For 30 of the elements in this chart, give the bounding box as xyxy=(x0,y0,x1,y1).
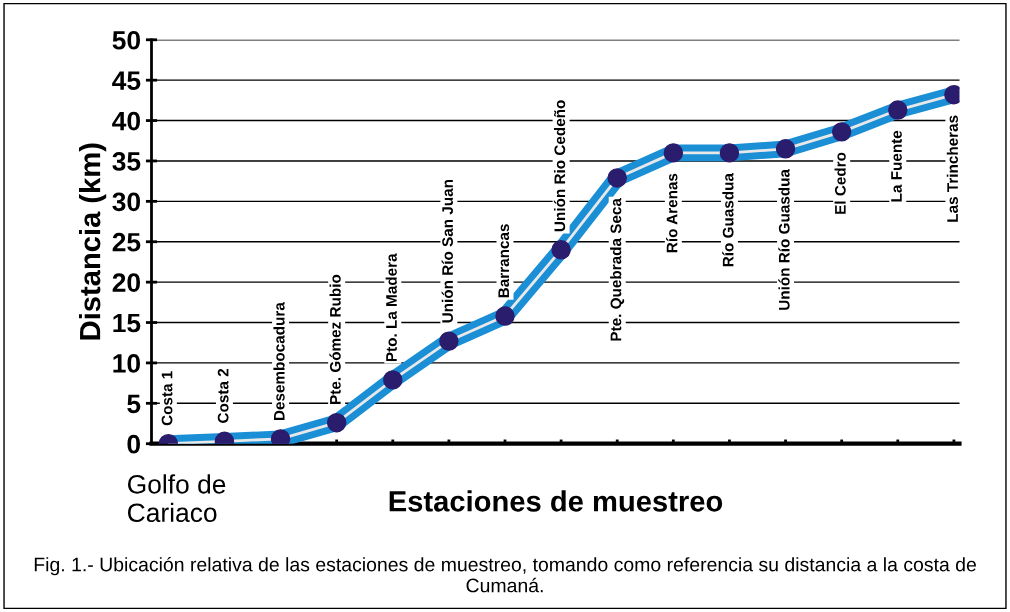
x-tick-label: Unión Río San Juan xyxy=(441,179,453,323)
x-tick-label: Río Guasdua xyxy=(722,172,734,267)
y-tick-label: 25 xyxy=(112,232,141,252)
x-tick-label: Costa 2 xyxy=(217,368,229,423)
x-tick-label: Río Arenas xyxy=(666,173,678,253)
y-axis-title: Distancia (km) xyxy=(78,143,107,340)
x-tick-label: Las Trincheras xyxy=(946,115,958,222)
x-tick-label: Unión Rio Cedeño xyxy=(553,100,566,232)
y-tick-label: 20 xyxy=(112,273,140,292)
y-tick-label: 10 xyxy=(113,354,140,373)
y-tick-label: 35 xyxy=(112,152,141,171)
x-tick-label: Pte. Gómez Rubio xyxy=(329,274,341,404)
annotation: Golfo de Cariaco xyxy=(127,474,226,523)
x-tick-label: Barrancas xyxy=(498,224,510,298)
y-tick-label: 5 xyxy=(127,394,141,414)
x-tick-label: Desembocadura xyxy=(273,302,285,421)
y-tick-label: 40 xyxy=(112,111,140,131)
caption: Fig. 1.- Ubicación relativa de las estaciones de muestreo, tomando como referencia su distancia a la costa de Cumaná. xyxy=(34,556,976,593)
x-tick-label: Pto. La Madera xyxy=(385,253,397,362)
y-tick-label: 0 xyxy=(127,434,140,454)
x-tick-label: Pte. Quebrada Seca xyxy=(610,198,625,341)
y-tick-label: 45 xyxy=(112,71,141,90)
y-tick-label: 50 xyxy=(112,30,140,50)
x-tick-label: Unión Río Guasdua xyxy=(778,168,790,310)
y-tick-label: 30 xyxy=(112,192,140,212)
y-tick-label: 15 xyxy=(113,313,141,333)
x-axis-title: Estaciones de muestreo xyxy=(389,490,723,512)
x-tick-label: Costa 1 xyxy=(161,371,173,426)
x-tick-label: El Cedro xyxy=(834,152,846,214)
x-tick-label: La Fuente xyxy=(891,130,902,202)
